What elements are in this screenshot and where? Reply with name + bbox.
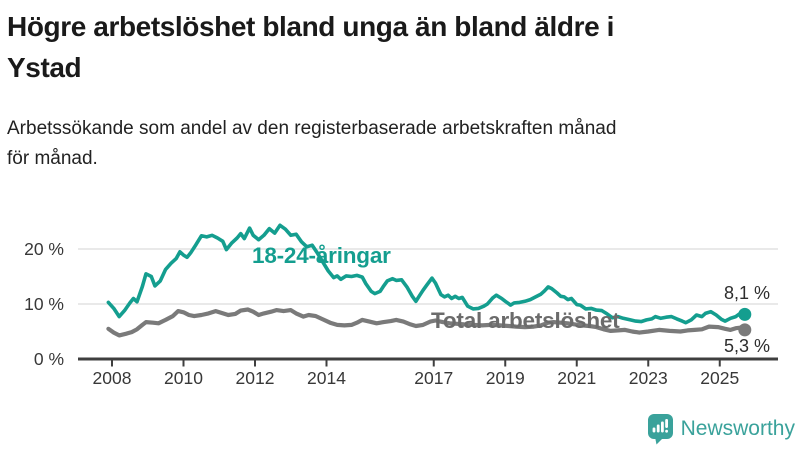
x-tick-label-2017: 2017 [414, 368, 453, 388]
x-tick-label-2008: 2008 [93, 368, 132, 388]
x-tick-label-2012: 2012 [236, 368, 275, 388]
series-line-youth [106, 223, 747, 325]
y-tick-label-20: 20 % [24, 239, 64, 259]
x-tick-label-2010: 2010 [164, 368, 203, 388]
series-label-youth: 18-24-åringar [252, 243, 391, 268]
end-value-label-youth: 8,1 % [723, 283, 770, 303]
series-end-dot-total [738, 323, 752, 337]
newsworthy-logo-icon [647, 414, 673, 445]
y-tick-label-10: 10 % [24, 294, 64, 314]
x-tick-label-2023: 2023 [629, 368, 668, 388]
x-tick-label-2025: 2025 [700, 368, 739, 388]
y-tick-label-0: 0 % [34, 349, 64, 369]
series-label-total: Total arbetslöshet [431, 308, 620, 333]
subtitle: Arbetssökande som andel av den registerb… [7, 118, 617, 170]
brand-footer[interactable]: Newsworthy [647, 411, 795, 447]
page-title: Högre arbetslöshet bland unga än bland ä… [7, 11, 615, 84]
x-tick-label-2014: 2014 [307, 368, 346, 388]
end-value-label-total: 5,3 % [723, 336, 770, 356]
x-tick-label-2019: 2019 [486, 368, 525, 388]
series-end-dot-youth [738, 307, 752, 321]
x-tick-label-2021: 2021 [557, 368, 596, 388]
series-line-total [106, 307, 747, 338]
brand-name: Newsworthy [680, 417, 795, 440]
